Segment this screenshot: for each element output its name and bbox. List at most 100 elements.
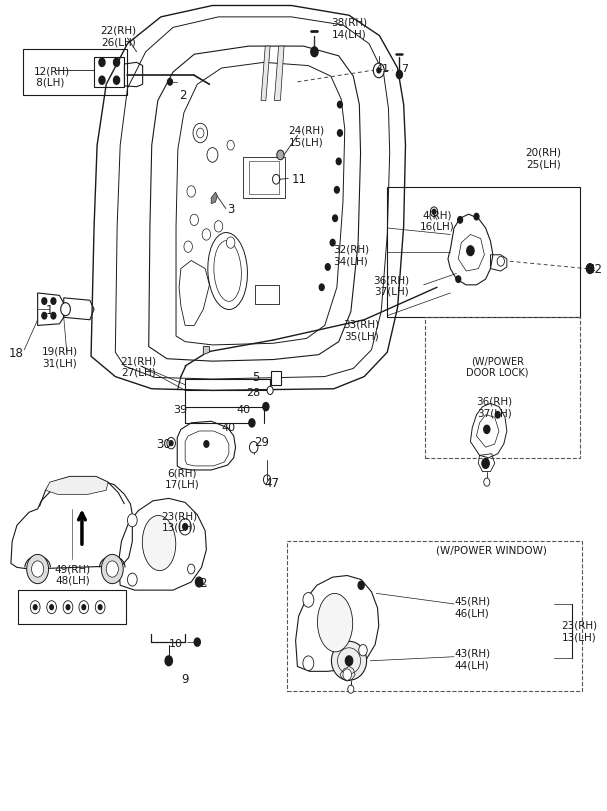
Circle shape xyxy=(319,285,324,291)
Circle shape xyxy=(184,242,192,253)
Text: 36(RH)
37(LH): 36(RH) 37(LH) xyxy=(476,397,513,418)
Circle shape xyxy=(63,601,73,614)
Circle shape xyxy=(42,313,47,320)
Circle shape xyxy=(179,519,191,535)
Circle shape xyxy=(47,601,56,614)
Text: 11: 11 xyxy=(291,173,307,186)
Ellipse shape xyxy=(317,594,353,652)
Circle shape xyxy=(195,577,203,587)
Circle shape xyxy=(33,605,37,610)
Text: (W/POWER WINDOW): (W/POWER WINDOW) xyxy=(436,545,547,555)
Circle shape xyxy=(430,208,438,217)
Text: 47: 47 xyxy=(264,476,279,489)
Circle shape xyxy=(456,277,461,283)
Circle shape xyxy=(325,264,330,271)
Circle shape xyxy=(51,298,56,305)
Circle shape xyxy=(249,442,258,453)
Circle shape xyxy=(303,593,314,607)
Text: 5: 5 xyxy=(252,371,259,384)
Circle shape xyxy=(61,303,70,316)
Text: 45(RH)
46(LH): 45(RH) 46(LH) xyxy=(454,596,490,617)
Text: 1: 1 xyxy=(46,303,53,316)
Text: 36(RH)
37(LH): 36(RH) 37(LH) xyxy=(373,275,410,296)
Circle shape xyxy=(187,187,195,198)
Text: 23(RH)
13(LH): 23(RH) 13(LH) xyxy=(161,511,197,532)
Circle shape xyxy=(359,645,367,656)
Circle shape xyxy=(249,419,255,427)
Circle shape xyxy=(188,564,195,574)
Polygon shape xyxy=(261,47,270,101)
Circle shape xyxy=(396,71,402,79)
Text: (W/POWER
DOOR LOCK): (W/POWER DOOR LOCK) xyxy=(467,356,529,377)
Circle shape xyxy=(377,69,381,74)
Circle shape xyxy=(586,264,594,274)
Polygon shape xyxy=(203,347,209,355)
Circle shape xyxy=(204,441,209,448)
Circle shape xyxy=(336,159,341,165)
Circle shape xyxy=(169,441,173,446)
Circle shape xyxy=(484,426,490,434)
Circle shape xyxy=(482,459,489,469)
Circle shape xyxy=(226,238,235,249)
Circle shape xyxy=(474,214,479,221)
Polygon shape xyxy=(46,477,108,495)
Text: 28: 28 xyxy=(246,388,260,397)
Circle shape xyxy=(99,77,105,85)
Circle shape xyxy=(167,438,175,449)
Text: 7: 7 xyxy=(401,64,408,74)
Text: 18: 18 xyxy=(9,346,24,359)
Text: 49(RH)
48(LH): 49(RH) 48(LH) xyxy=(55,564,91,585)
Circle shape xyxy=(114,59,120,67)
Circle shape xyxy=(263,403,269,411)
Circle shape xyxy=(497,257,504,267)
Circle shape xyxy=(79,601,89,614)
Text: 30: 30 xyxy=(157,437,171,450)
Circle shape xyxy=(343,669,351,680)
Text: 4(RH)
16(LH): 4(RH) 16(LH) xyxy=(419,210,455,231)
Ellipse shape xyxy=(142,516,176,571)
Circle shape xyxy=(202,230,211,241)
Text: 20(RH)
25(LH): 20(RH) 25(LH) xyxy=(525,148,561,169)
Polygon shape xyxy=(211,193,217,204)
Circle shape xyxy=(127,573,137,586)
Circle shape xyxy=(30,601,40,614)
Circle shape xyxy=(95,601,105,614)
Text: 39: 39 xyxy=(173,405,187,414)
Circle shape xyxy=(32,561,44,577)
Polygon shape xyxy=(274,47,284,101)
Circle shape xyxy=(333,216,337,222)
Circle shape xyxy=(51,313,56,320)
Circle shape xyxy=(495,412,500,418)
Polygon shape xyxy=(271,371,281,385)
Circle shape xyxy=(194,638,200,646)
Text: 19(RH)
31(LH): 19(RH) 31(LH) xyxy=(41,346,78,367)
Circle shape xyxy=(82,605,86,610)
Circle shape xyxy=(348,685,354,693)
Circle shape xyxy=(66,605,70,610)
Circle shape xyxy=(214,221,223,233)
Text: 29: 29 xyxy=(254,436,269,448)
Circle shape xyxy=(106,561,118,577)
Circle shape xyxy=(98,605,102,610)
Text: 9: 9 xyxy=(181,672,188,685)
Circle shape xyxy=(330,240,335,247)
Text: 10: 10 xyxy=(169,638,183,648)
Circle shape xyxy=(432,210,436,215)
Text: 6(RH)
17(LH): 6(RH) 17(LH) xyxy=(164,468,200,489)
Text: 38(RH)
14(LH): 38(RH) 14(LH) xyxy=(331,18,367,39)
Text: 23(RH)
13(LH): 23(RH) 13(LH) xyxy=(561,620,598,642)
Ellipse shape xyxy=(331,642,367,680)
Circle shape xyxy=(458,217,463,224)
Circle shape xyxy=(50,605,53,610)
Circle shape xyxy=(27,555,49,584)
Text: 40: 40 xyxy=(237,405,251,414)
Circle shape xyxy=(267,387,273,395)
Circle shape xyxy=(165,656,172,666)
Text: 42: 42 xyxy=(588,263,603,276)
Circle shape xyxy=(277,151,284,161)
Circle shape xyxy=(484,478,490,487)
Text: 21(RH)
27(LH): 21(RH) 27(LH) xyxy=(120,356,157,377)
Circle shape xyxy=(337,102,342,109)
Circle shape xyxy=(127,514,137,527)
Text: 22(RH)
26(LH): 22(RH) 26(LH) xyxy=(100,26,137,47)
